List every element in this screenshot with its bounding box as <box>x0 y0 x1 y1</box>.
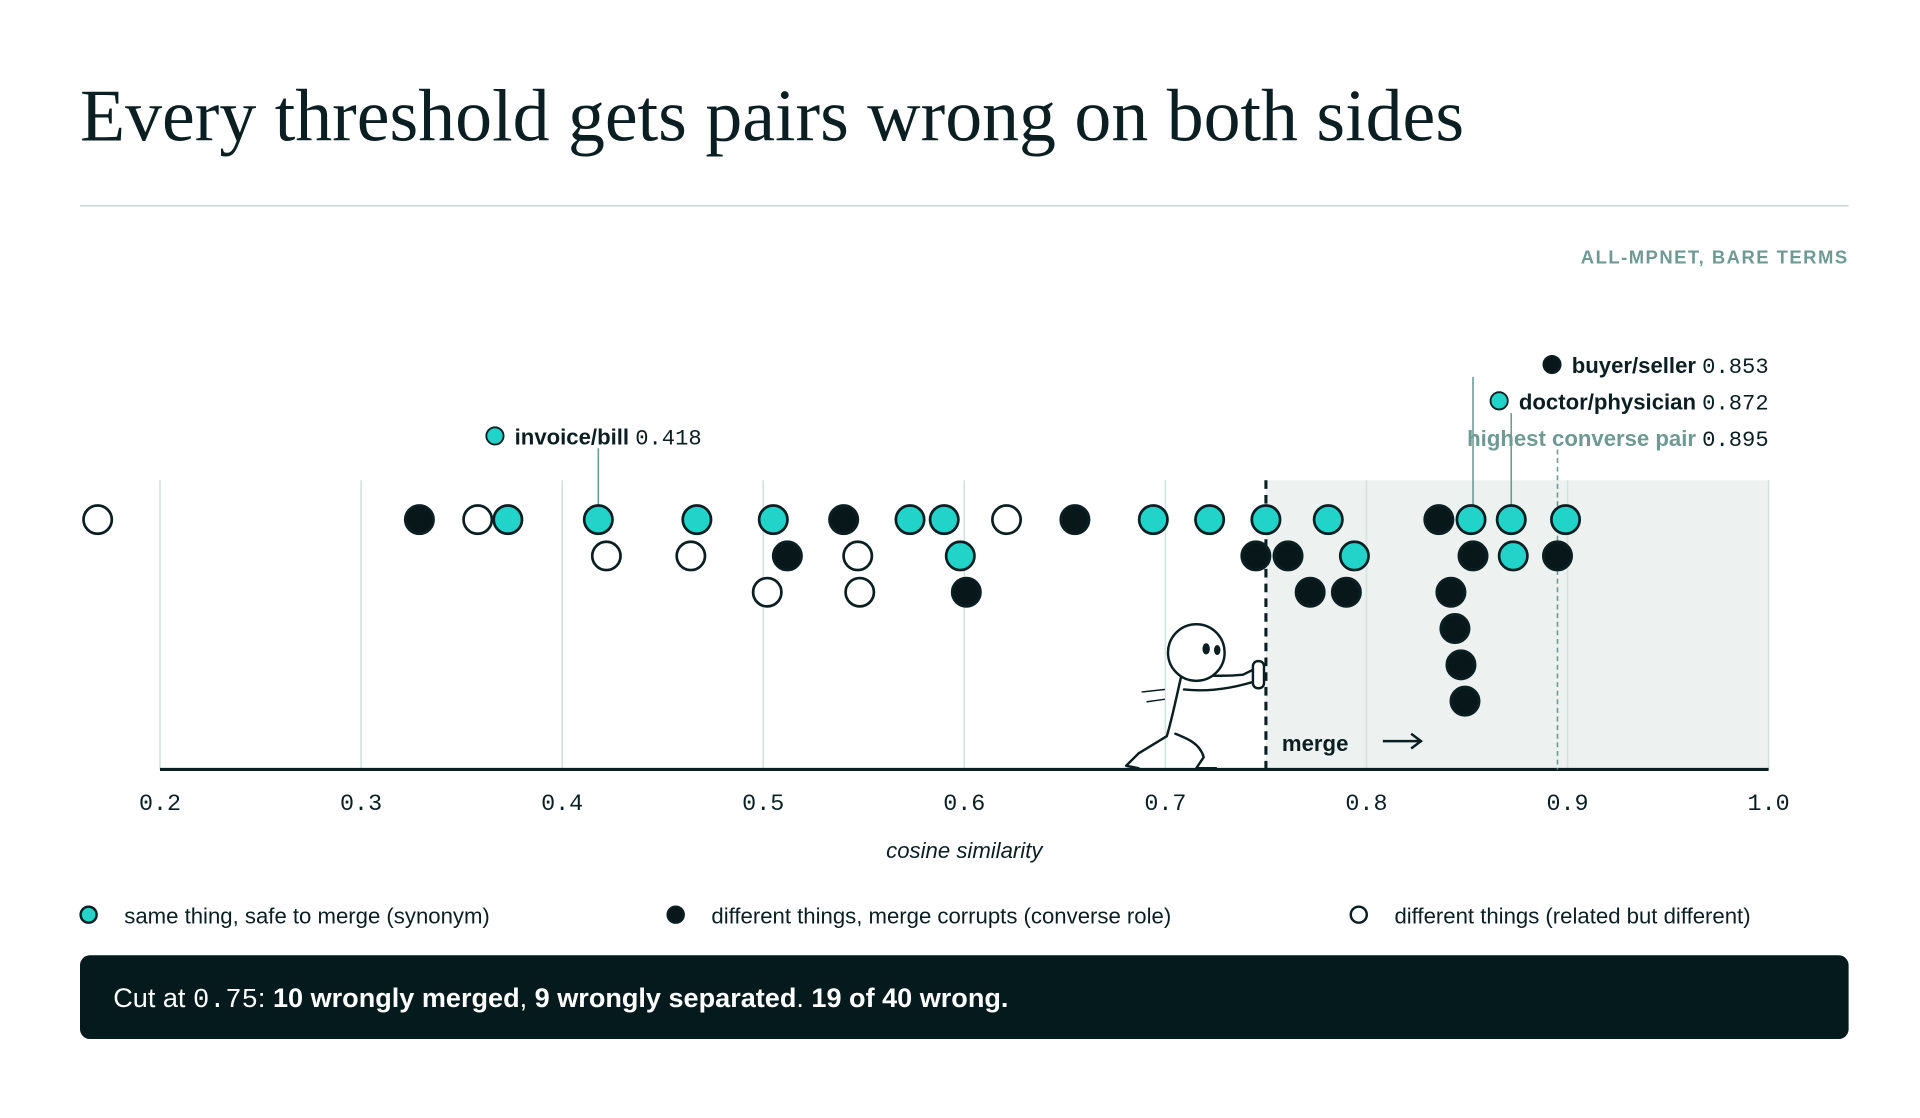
legend-marker <box>666 905 685 924</box>
point <box>751 576 783 608</box>
annotation-marker <box>1542 355 1562 375</box>
point <box>991 504 1023 536</box>
pushing-figure <box>1124 623 1266 770</box>
legend-marker <box>79 905 98 924</box>
point <box>1330 576 1362 608</box>
point <box>771 540 803 572</box>
annotation-label: doctor/physician <box>1519 389 1696 414</box>
point <box>1445 649 1477 681</box>
annotation-value: 0.872 <box>1702 391 1768 416</box>
point <box>842 540 874 572</box>
point <box>1294 576 1326 608</box>
point <box>403 504 435 536</box>
point <box>1059 504 1091 536</box>
legend: same thing, safe to merge (synonym) diffe… <box>79 903 1751 928</box>
annotation: buyer/seller 0.853 <box>1572 353 1769 380</box>
point <box>681 504 713 536</box>
x-tick-label: 0.3 <box>340 792 382 818</box>
point <box>1250 504 1282 536</box>
point <box>844 576 876 608</box>
legend-label: different things (related but different) <box>1394 903 1750 928</box>
point <box>1312 504 1344 536</box>
legend-marker <box>1349 905 1369 924</box>
annotation-label: buyer/seller <box>1572 353 1697 378</box>
point <box>675 540 707 572</box>
annotation: highest converse pair 0.895 <box>1467 426 1768 453</box>
x-tick-label: 0.9 <box>1546 792 1588 818</box>
point <box>492 504 524 536</box>
annotation: doctor/physician 0.872 <box>1519 389 1769 416</box>
summary-text: Cut at 0.75: 10 wrongly merged, 9 wrongl… <box>113 982 1008 1016</box>
legend-label: different things, merge corrupts (conver… <box>711 903 1171 928</box>
point <box>757 504 789 536</box>
point <box>928 504 960 536</box>
point <box>894 504 926 536</box>
summary-box <box>80 955 1849 1039</box>
annotation-marker <box>485 426 505 446</box>
point <box>1435 576 1467 608</box>
point <box>1541 540 1573 572</box>
x-axis-label: cosine similarity <box>886 838 1044 863</box>
summary-part: 19 of 40 wrong. <box>811 982 1008 1013</box>
point <box>828 504 860 536</box>
summary-part: 10 wrongly merged <box>273 982 520 1013</box>
point <box>582 504 614 536</box>
summary-part: . <box>796 982 811 1013</box>
x-tick-label: 0.8 <box>1345 792 1387 818</box>
x-tick-label: 0.7 <box>1144 792 1186 818</box>
point <box>1272 540 1304 572</box>
annotation-label: highest converse pair <box>1467 426 1696 451</box>
point <box>1137 504 1169 536</box>
summary-part: , <box>520 982 535 1013</box>
point <box>944 540 976 572</box>
chart-title: Every threshold gets pairs wrong on both… <box>80 75 1464 157</box>
x-tick-label: 0.5 <box>742 792 784 818</box>
annotation-value: 0.895 <box>1702 428 1768 453</box>
summary-part: 9 wrongly separated <box>535 982 797 1013</box>
point <box>462 504 494 536</box>
threshold-arrow <box>1382 732 1424 750</box>
annotation-marker <box>1489 391 1509 411</box>
x-tick-label: 1.0 <box>1748 792 1790 818</box>
point <box>1439 613 1471 645</box>
x-tick-label: 0.4 <box>541 792 583 818</box>
point <box>1457 540 1489 572</box>
point <box>1423 504 1455 536</box>
annotation: invoice/bill 0.418 <box>515 425 702 452</box>
x-tick-label: 0.6 <box>943 792 985 818</box>
point <box>1449 685 1481 717</box>
point <box>950 576 982 608</box>
point <box>1240 540 1272 572</box>
point <box>1194 504 1226 536</box>
point <box>1550 504 1582 536</box>
annotation-value: 0.418 <box>635 427 701 452</box>
x-tick-label: 0.2 <box>139 792 181 818</box>
point <box>1455 504 1487 536</box>
threshold-label: merge <box>1282 731 1348 756</box>
legend-label: same thing, safe to merge (synonym) <box>124 903 489 928</box>
summary-part: : <box>258 982 273 1013</box>
plot: 0.2 0.3 0.4 0.5 0.6 0.7 0.8 0.9 1.0 cosine simila… <box>82 353 1790 863</box>
summary-threshold: 0.75 <box>193 985 258 1016</box>
point <box>1338 540 1370 572</box>
summary-prefix: Cut at <box>113 982 186 1013</box>
annotation-value: 0.853 <box>1702 355 1768 380</box>
annotation-label: invoice/bill <box>515 425 629 450</box>
point <box>590 540 622 572</box>
chart-subtitle: ALL-MPNET, BARE TERMS <box>1581 247 1849 268</box>
point <box>1497 540 1529 572</box>
point <box>82 504 114 536</box>
point <box>1495 504 1527 536</box>
